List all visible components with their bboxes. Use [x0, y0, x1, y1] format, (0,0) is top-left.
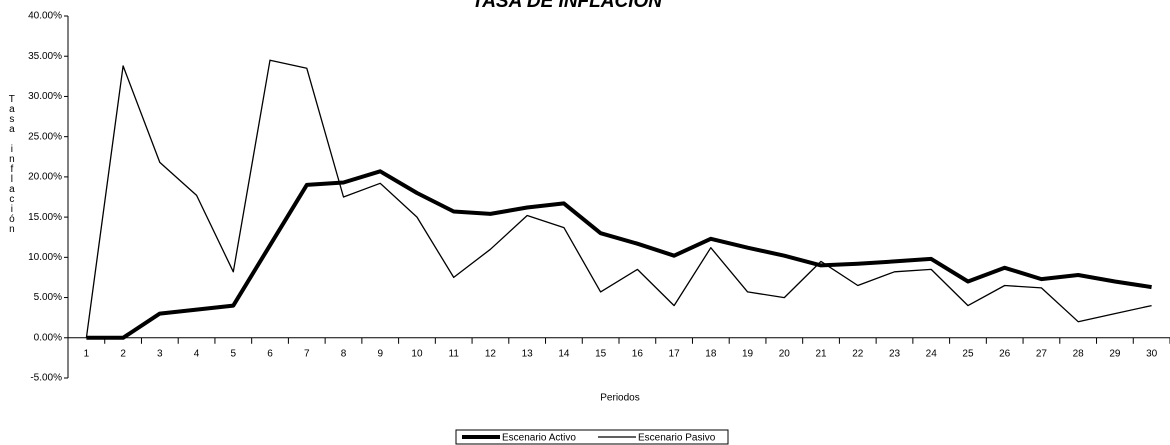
- x-tick-label: 22: [852, 348, 864, 359]
- y-tick-label: 10.00%: [28, 252, 62, 263]
- x-tick-label: 20: [779, 348, 791, 359]
- x-tick-label: 12: [485, 348, 497, 359]
- y-axis-label: Tasa inflación: [6, 94, 17, 234]
- y-tick-label: -5.00%: [30, 373, 62, 384]
- x-tick-label: 15: [595, 348, 607, 359]
- x-tick-label: 4: [194, 348, 200, 359]
- x-tick-label: 2: [120, 348, 126, 359]
- x-tick-label: 5: [231, 348, 237, 359]
- x-axis-label: Periodos: [600, 393, 639, 404]
- y-tick-label: 30.00%: [28, 91, 62, 102]
- x-tick-label: 9: [377, 348, 383, 359]
- y-tick-label: 35.00%: [28, 51, 62, 62]
- chart-title: TASA DE INFLACIÓN: [472, 0, 663, 12]
- legend-box: [455, 429, 729, 445]
- series-line: [86, 169, 1152, 340]
- y-tick-label: 15.00%: [28, 212, 62, 223]
- x-tick-label: 1: [84, 348, 90, 359]
- x-tick-label: 24: [926, 348, 938, 359]
- x-tick-label: 23: [889, 348, 901, 359]
- y-tick-label: 0.00%: [34, 332, 62, 343]
- x-tick-label: 13: [522, 348, 534, 359]
- x-tick-label: 28: [1073, 348, 1085, 359]
- x-tick-label: 21: [815, 348, 827, 359]
- y-tick-label: 20.00%: [28, 172, 62, 183]
- x-tick-label: 3: [157, 348, 163, 359]
- x-tick-label: 7: [304, 348, 310, 359]
- x-tick-label: 27: [1036, 348, 1048, 359]
- x-tick-label: 14: [558, 348, 570, 359]
- x-tick-label: 19: [742, 348, 754, 359]
- y-tick-label: 40.00%: [28, 11, 62, 22]
- x-tick-label: 11: [449, 348, 460, 359]
- x-tick-label: 26: [999, 348, 1011, 359]
- x-tick-label: 17: [669, 348, 681, 359]
- x-tick-label: 16: [632, 348, 644, 359]
- x-tick-label: 6: [267, 348, 273, 359]
- legend-label: Escenario Pasivo: [638, 433, 716, 444]
- x-tick-label: 30: [1146, 348, 1158, 359]
- x-tick-label: 25: [962, 348, 974, 359]
- x-tick-label: 10: [411, 348, 423, 359]
- x-tick-label: 8: [341, 348, 347, 359]
- y-tick-label: 5.00%: [34, 292, 62, 303]
- legend-label: Escenario Activo: [502, 433, 576, 444]
- x-tick-label: 29: [1109, 348, 1121, 359]
- series-line: [85, 59, 1152, 338]
- y-tick-label: 25.00%: [28, 131, 62, 142]
- x-tick-label: 18: [705, 348, 717, 359]
